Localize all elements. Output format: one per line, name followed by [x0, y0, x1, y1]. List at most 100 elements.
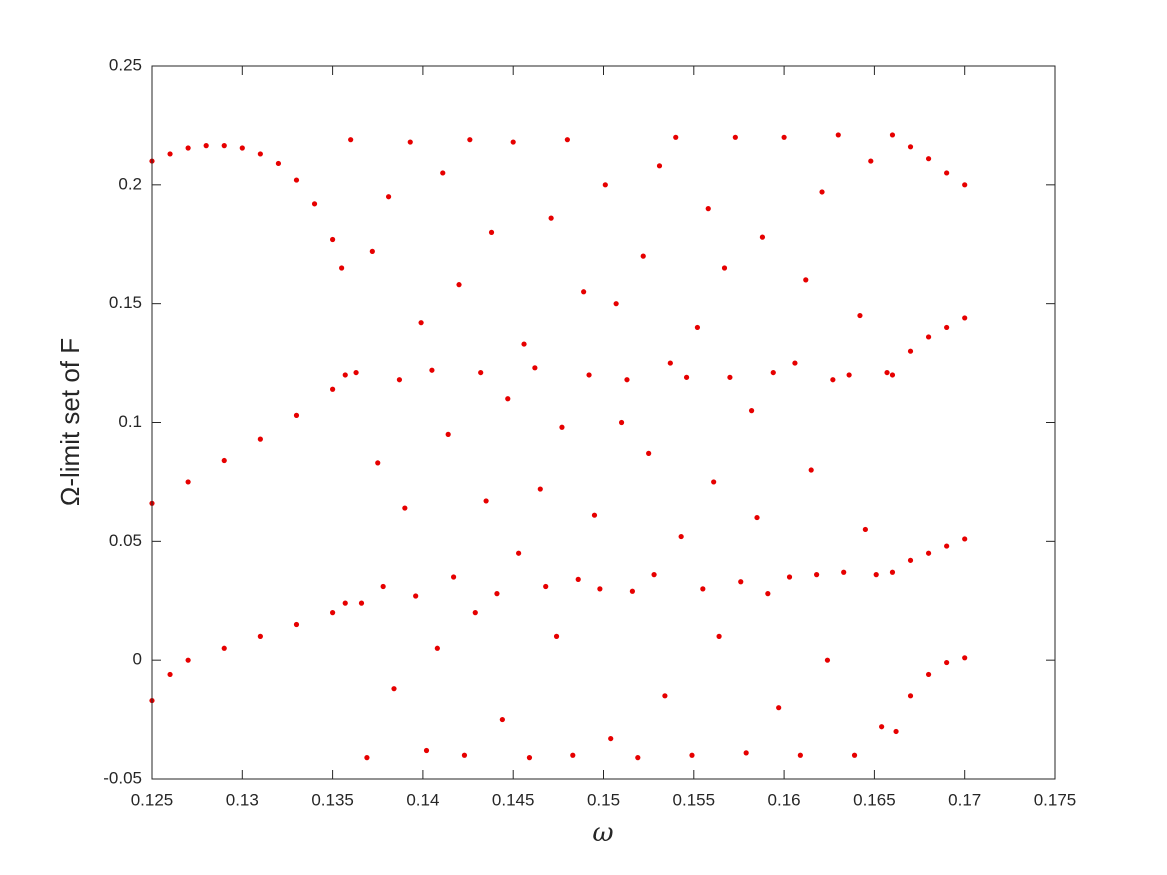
point	[613, 301, 619, 307]
x-tick-label: 0.175	[1034, 790, 1077, 809]
x-tick-label: 0.16	[768, 790, 801, 809]
point	[526, 755, 533, 761]
point	[221, 645, 227, 651]
point	[570, 752, 576, 758]
x-tick-label: 0.14	[406, 790, 439, 809]
x-tick-label: 0.135	[311, 790, 354, 809]
point	[185, 145, 191, 151]
point	[683, 374, 690, 380]
point	[311, 201, 318, 207]
point	[830, 377, 836, 383]
point	[330, 610, 336, 616]
y-tick-label: 0.25	[109, 55, 142, 74]
point	[705, 206, 711, 212]
point	[221, 457, 227, 464]
point	[364, 755, 370, 761]
point	[396, 377, 403, 383]
point	[257, 633, 263, 640]
y-tick-label: 0.1	[118, 412, 142, 431]
point	[532, 365, 538, 371]
point	[275, 160, 282, 167]
point	[673, 134, 679, 140]
point	[868, 158, 874, 164]
point	[640, 253, 646, 259]
x-tick-label: 0.155	[673, 790, 716, 809]
point	[467, 137, 473, 143]
point	[879, 724, 885, 730]
point	[765, 591, 771, 597]
point	[651, 572, 657, 578]
point	[440, 170, 446, 176]
point	[293, 412, 300, 418]
x-tick-label: 0.17	[948, 790, 981, 809]
point	[483, 498, 489, 504]
point	[581, 289, 587, 295]
point	[559, 424, 565, 430]
point	[727, 374, 733, 380]
y-tick-label: -0.05	[103, 768, 142, 787]
point	[797, 752, 803, 758]
point	[873, 572, 879, 578]
point	[461, 752, 468, 758]
point	[792, 360, 798, 366]
point	[564, 137, 570, 143]
y-tick-label: 0.05	[109, 531, 142, 550]
point	[407, 139, 413, 145]
point	[944, 543, 950, 549]
point	[646, 450, 652, 456]
point	[770, 369, 776, 376]
point	[893, 728, 899, 735]
point	[889, 132, 896, 138]
point	[944, 324, 950, 331]
point	[841, 569, 847, 575]
point	[925, 550, 932, 556]
point	[575, 576, 581, 582]
x-tick-label: 0.13	[226, 790, 259, 809]
point	[803, 277, 809, 283]
point	[962, 182, 968, 188]
point	[413, 593, 419, 599]
y-tick-label: 0	[133, 650, 142, 669]
point	[776, 705, 782, 711]
point	[786, 574, 793, 580]
point	[835, 132, 841, 138]
point	[293, 177, 300, 183]
point	[862, 526, 868, 533]
point	[781, 134, 787, 140]
point	[429, 367, 435, 373]
point	[586, 372, 592, 378]
point	[353, 369, 359, 376]
point	[203, 143, 209, 149]
point	[824, 657, 831, 663]
point	[602, 182, 608, 188]
point	[257, 151, 263, 157]
point	[700, 586, 706, 592]
point	[925, 671, 932, 678]
point	[759, 234, 766, 240]
point	[716, 633, 722, 640]
point	[884, 369, 890, 376]
point	[402, 505, 408, 511]
point	[608, 735, 614, 742]
point	[743, 750, 749, 756]
point	[678, 533, 684, 540]
x-tick-label: 0.145	[492, 790, 535, 809]
point	[907, 557, 914, 563]
point	[472, 610, 478, 616]
point	[732, 134, 738, 140]
y-axis-label: Ω-limit set of F	[55, 338, 85, 506]
point	[543, 583, 549, 590]
point	[907, 144, 914, 150]
point	[510, 139, 516, 145]
point	[434, 645, 440, 651]
point	[488, 229, 495, 235]
point	[423, 747, 430, 754]
point	[889, 372, 896, 378]
point	[629, 588, 635, 594]
point	[348, 137, 354, 143]
x-tick-label: 0.165	[853, 790, 896, 809]
point	[819, 189, 825, 195]
point	[257, 436, 263, 442]
